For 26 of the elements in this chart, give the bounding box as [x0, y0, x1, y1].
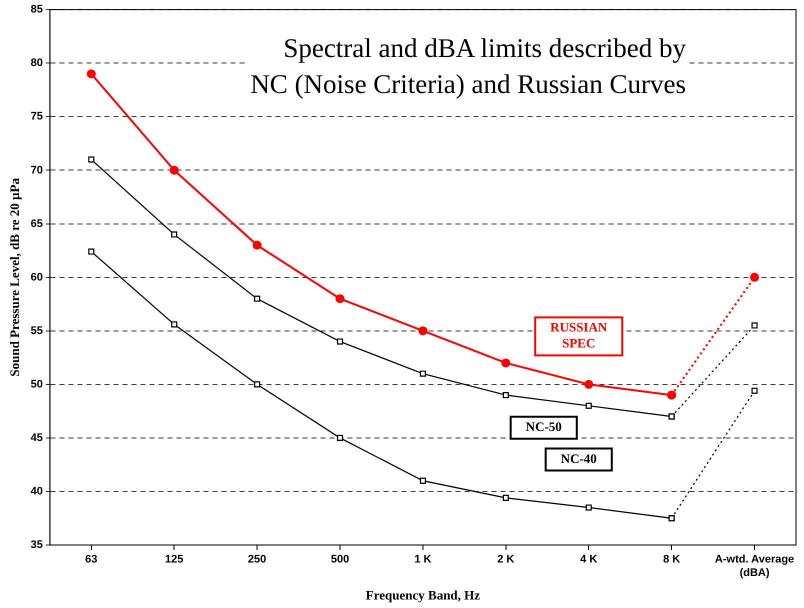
- y-tick-label: 80: [30, 57, 43, 70]
- y-tick-label: 50: [30, 378, 43, 390]
- x-axis-title: Frequency Band, Hz: [366, 588, 480, 603]
- x-tick-label: 2 K: [497, 554, 514, 566]
- y-tick-label: 35: [30, 539, 43, 552]
- y-tick-label: 40: [30, 485, 43, 498]
- text: NC-40: [560, 450, 597, 466]
- y-tick-label: 85: [30, 4, 43, 16]
- x-tick-label: 63: [85, 554, 98, 566]
- y-tick-label: 60: [30, 271, 43, 284]
- y-tick-label: 70: [30, 164, 43, 176]
- x-tick-label: 1 K: [414, 554, 432, 566]
- x-tick-label: 125: [165, 554, 184, 566]
- y-tick-label: 55: [30, 324, 43, 337]
- y-tick-label: 65: [30, 218, 43, 230]
- y-tick-label: 45: [30, 432, 43, 444]
- x-tick-label: 8 K: [663, 554, 680, 566]
- x-tick-label: 500: [330, 554, 350, 566]
- y-tick-label: 75: [30, 110, 43, 123]
- x-tick-label: A-wtd. Average (dBA): [714, 554, 794, 579]
- series-label: NC-50: [526, 419, 562, 434]
- x-tick-label: 250: [248, 554, 266, 566]
- y-axis-title: Sound Pressure Level, dB re 20 µPa: [7, 178, 22, 377]
- series-label: RUSSIAN SPEC: [550, 320, 608, 351]
- text: Spectral and dBA limits described by NC (Noise Criteria) and Russian Curves: [246, 30, 686, 102]
- x-tick-label: 4 K: [580, 554, 598, 566]
